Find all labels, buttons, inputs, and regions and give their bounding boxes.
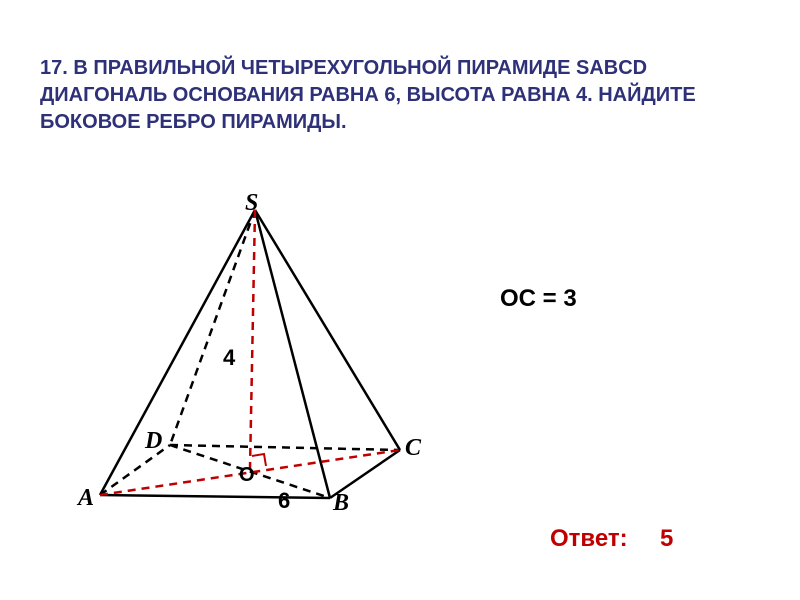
height-label: 4 (223, 345, 235, 371)
vertex-b: B (333, 490, 349, 517)
vertex-c: C (405, 435, 421, 462)
pyramid-diagram: S A B C D O 4 6 (60, 200, 460, 530)
diagonal-label: 6 (278, 488, 290, 514)
vertex-s: S (245, 190, 258, 217)
vertex-d: D (145, 428, 162, 455)
height-so (250, 210, 255, 468)
vertex-a: A (78, 485, 94, 512)
problem-number: 17. (40, 57, 68, 79)
edge-sb (255, 210, 330, 498)
pyramid-svg (60, 200, 460, 530)
answer-label: Ответ: (550, 525, 628, 553)
calculation-oc: ОС = 3 (500, 285, 577, 313)
point-o: O (239, 464, 255, 487)
answer-value: 5 (660, 525, 673, 553)
edge-sc (255, 210, 400, 450)
problem-statement: 17. В ПРАВИЛЬНОЙ ЧЕТЫРЕХУГОЛЬНОЙ ПИРАМИД… (40, 55, 760, 136)
problem-body: В ПРАВИЛЬНОЙ ЧЕТЫРЕХУГОЛЬНОЙ ПИРАМИДЕ SA… (40, 57, 696, 133)
edge-dc (170, 445, 400, 450)
edge-ab (100, 495, 330, 498)
edge-sd (170, 210, 255, 445)
